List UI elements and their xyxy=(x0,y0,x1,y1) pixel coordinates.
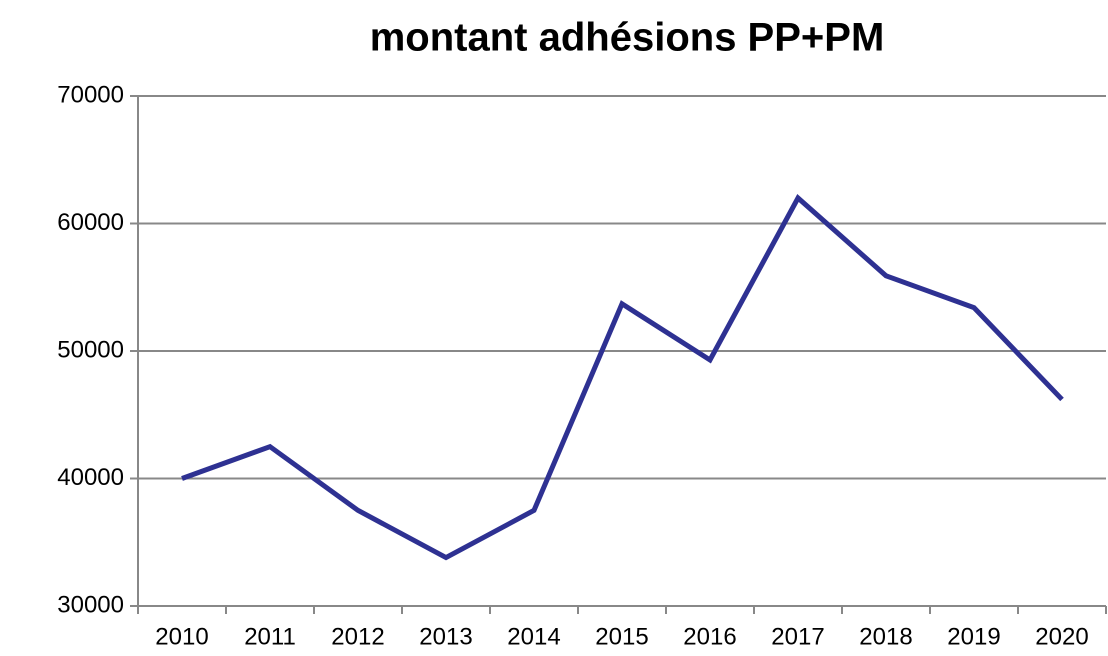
y-tick-label: 60000 xyxy=(57,209,124,236)
x-tick-label: 2019 xyxy=(947,623,1000,650)
x-tick-label: 2013 xyxy=(419,623,472,650)
x-tick-label: 2014 xyxy=(507,623,560,650)
x-tick-label: 2012 xyxy=(331,623,384,650)
y-tick-label: 40000 xyxy=(57,464,124,491)
y-tick-label: 70000 xyxy=(57,81,124,108)
x-tick-label: 2010 xyxy=(155,623,208,650)
x-tick-label: 2017 xyxy=(771,623,824,650)
y-tick-label: 30000 xyxy=(57,591,124,618)
x-tick-label: 2011 xyxy=(244,623,296,650)
data-line xyxy=(181,194,1064,561)
x-tick-label: 2018 xyxy=(859,623,912,650)
x-tick-label: 2020 xyxy=(1035,623,1088,650)
x-tick-label: 2016 xyxy=(683,623,736,650)
chart-title: montant adhésions PP+PM xyxy=(370,16,885,60)
y-tick-label: 50000 xyxy=(57,336,124,363)
x-tick-label: 2015 xyxy=(595,623,648,650)
